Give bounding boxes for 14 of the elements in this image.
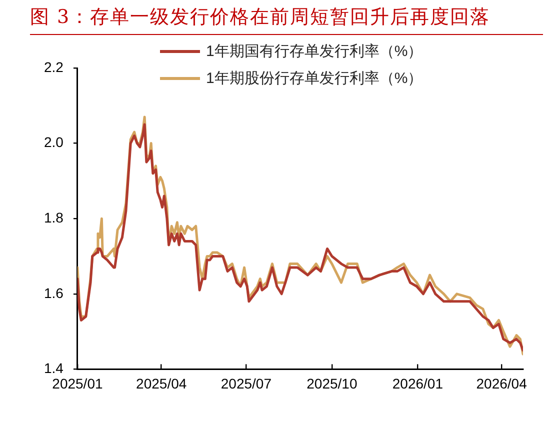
y-tick-label: 1.4 — [44, 360, 64, 376]
x-tick-label: 2025/10 — [306, 375, 358, 392]
legend-label: 1年期国有行存单发行利率（%） — [206, 42, 423, 61]
x-tick-label: 2025/07 — [220, 375, 272, 392]
x-tick-label: 2026/01 — [392, 375, 444, 392]
chart-title: 图 3：存单一级发行价格在前周短暂回升后再度回落 — [30, 5, 490, 30]
legend-label: 1年期股份行存单发行利率（%） — [206, 69, 423, 88]
x-tick-label: 2026/04 — [476, 375, 528, 392]
x-tick-label: 2025/01 — [52, 375, 103, 392]
y-tick-label: 2.2 — [44, 58, 64, 75]
y-tick-label: 1.6 — [44, 284, 64, 301]
y-tick-label: 2.0 — [44, 134, 64, 150]
y-tick-label: 1.8 — [44, 209, 64, 226]
x-tick-label: 2025/04 — [136, 375, 187, 392]
